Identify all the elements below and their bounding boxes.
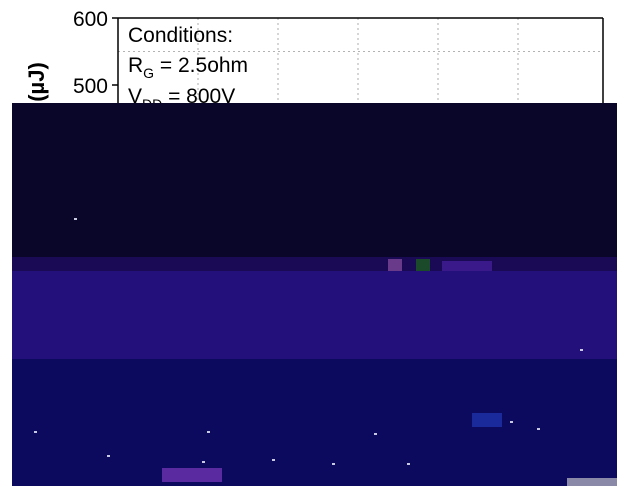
corrupt-speck xyxy=(207,431,210,433)
corrupt-speck xyxy=(107,455,110,457)
rg-symbol: R xyxy=(128,54,143,77)
corrupt-block xyxy=(472,413,502,427)
y-tick-label: 500 xyxy=(73,75,108,98)
rg-value: = 2.5ohm xyxy=(154,54,248,77)
corrupt-speck xyxy=(272,459,275,461)
corrupt-block xyxy=(162,468,222,482)
rg-condition: RG = 2.5ohm xyxy=(128,54,248,81)
corrupt-block xyxy=(442,261,492,271)
y-axis-label: (µJ) xyxy=(24,62,49,102)
rg-subscript: G xyxy=(143,65,154,81)
vdd-symbol: V xyxy=(128,85,142,108)
corrupt-speck xyxy=(332,463,335,465)
corrupt-block xyxy=(416,259,430,271)
corrupt-band-purple xyxy=(12,271,617,359)
y-ticks: 500 600 xyxy=(73,8,118,98)
corrupt-speck xyxy=(202,461,205,463)
conditions-heading: Conditions: xyxy=(128,24,233,47)
corrupt-band-dark xyxy=(12,103,617,257)
corrupt-block xyxy=(388,259,402,271)
corrupt-block xyxy=(567,478,617,486)
vdd-value: = 800V xyxy=(162,85,235,108)
corrupt-speck xyxy=(510,421,513,423)
corrupt-speck xyxy=(374,433,377,435)
corrupt-speck xyxy=(34,431,37,433)
corrupt-speck xyxy=(407,463,410,465)
corrupt-speck xyxy=(537,428,540,430)
y-tick-label: 600 xyxy=(73,8,108,31)
corrupt-speck xyxy=(580,349,583,351)
corrupted-image-region xyxy=(12,103,617,486)
corrupt-band-blue xyxy=(12,359,617,486)
corrupt-band-violet xyxy=(12,257,617,271)
corrupt-speck xyxy=(74,218,77,220)
